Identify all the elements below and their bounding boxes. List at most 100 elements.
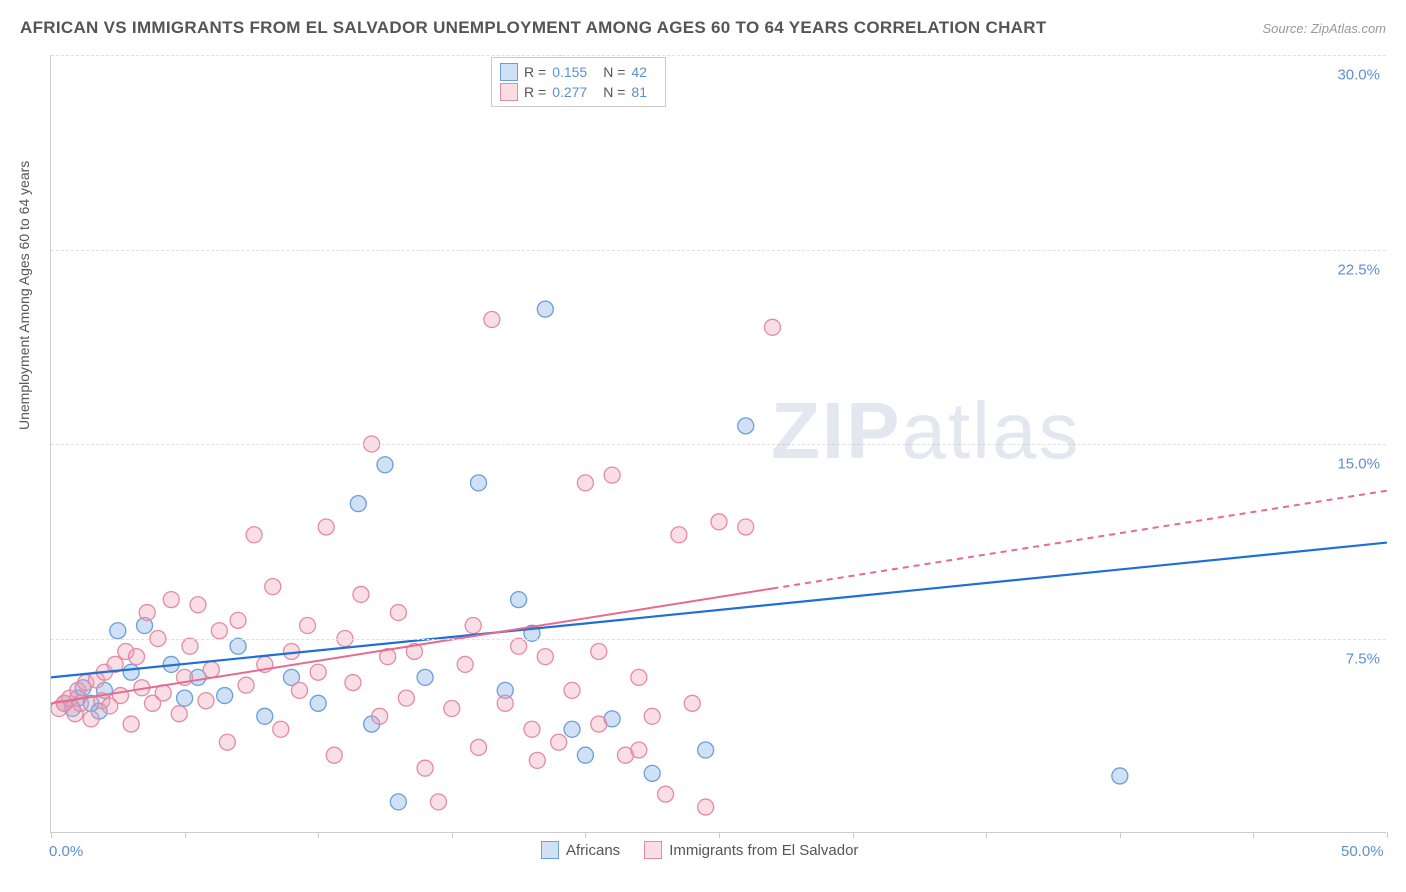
r-label: R =: [524, 64, 546, 80]
data-point-el_salvador: [219, 734, 235, 750]
n-label: N =: [603, 84, 625, 100]
x-tick: [185, 832, 186, 838]
correlation-legend: R = 0.155 N = 42 R = 0.277 N = 81: [491, 57, 666, 107]
series-legend: AfricansImmigrants from El Salvador: [541, 841, 858, 859]
data-point-el_salvador: [300, 618, 316, 634]
data-point-el_salvador: [511, 638, 527, 654]
data-point-el_salvador: [163, 592, 179, 608]
data-point-el_salvador: [698, 799, 714, 815]
data-point-el_salvador: [211, 623, 227, 639]
data-point-el_salvador: [529, 752, 545, 768]
data-point-el_salvador: [524, 721, 540, 737]
data-point-el_salvador: [658, 786, 674, 802]
data-point-el_salvador: [591, 643, 607, 659]
x-tick: [1387, 832, 1388, 838]
x-tick: [719, 832, 720, 838]
data-point-africans: [257, 708, 273, 724]
data-point-el_salvador: [551, 734, 567, 750]
x-tick: [452, 832, 453, 838]
data-point-el_salvador: [631, 669, 647, 685]
data-point-el_salvador: [345, 675, 361, 691]
gridline-h: [51, 444, 1386, 445]
trendline-africans: [51, 543, 1387, 678]
y-axis-label: Unemployment Among Ages 60 to 64 years: [16, 161, 32, 430]
data-point-africans: [537, 301, 553, 317]
y-tick-label: 15.0%: [1337, 456, 1380, 473]
data-point-el_salvador: [372, 708, 388, 724]
data-point-africans: [390, 794, 406, 810]
data-point-el_salvador: [764, 319, 780, 335]
data-point-africans: [698, 742, 714, 758]
data-point-el_salvador: [417, 760, 433, 776]
y-tick-label: 7.5%: [1346, 650, 1380, 667]
data-point-el_salvador: [318, 519, 334, 535]
data-point-africans: [738, 418, 754, 434]
data-point-el_salvador: [684, 695, 700, 711]
legend-label: Africans: [566, 842, 620, 859]
data-point-el_salvador: [353, 586, 369, 602]
r-label: R =: [524, 84, 546, 100]
data-point-el_salvador: [326, 747, 342, 763]
data-point-el_salvador: [182, 638, 198, 654]
y-tick-label: 22.5%: [1337, 261, 1380, 278]
data-point-el_salvador: [457, 656, 473, 672]
data-point-africans: [110, 623, 126, 639]
data-point-el_salvador: [139, 605, 155, 621]
data-point-el_salvador: [564, 682, 580, 698]
gridline-h: [51, 639, 1386, 640]
data-point-el_salvador: [497, 695, 513, 711]
x-tick: [51, 832, 52, 838]
data-point-el_salvador: [171, 706, 187, 722]
x-tick: [986, 832, 987, 838]
data-point-el_salvador: [738, 519, 754, 535]
data-point-el_salvador: [577, 475, 593, 491]
x-tick: [318, 832, 319, 838]
data-point-el_salvador: [671, 527, 687, 543]
r-value: 0.277: [552, 84, 587, 100]
data-point-africans: [1112, 768, 1128, 784]
data-point-el_salvador: [644, 708, 660, 724]
data-point-el_salvador: [465, 618, 481, 634]
data-point-el_salvador: [444, 701, 460, 717]
n-value: 42: [631, 64, 647, 80]
data-point-el_salvador: [190, 597, 206, 613]
x-tick-label: 50.0%: [1341, 843, 1384, 860]
y-tick-label: 30.0%: [1337, 67, 1380, 84]
x-tick: [1253, 832, 1254, 838]
data-point-el_salvador: [203, 662, 219, 678]
data-point-el_salvador: [129, 649, 145, 665]
legend-swatch: [500, 83, 518, 101]
data-point-africans: [310, 695, 326, 711]
x-tick: [1120, 832, 1121, 838]
data-point-africans: [230, 638, 246, 654]
data-point-el_salvador: [265, 579, 281, 595]
data-point-el_salvador: [230, 612, 246, 628]
legend-swatch: [644, 841, 662, 859]
data-point-africans: [471, 475, 487, 491]
data-point-el_salvador: [123, 716, 139, 732]
data-point-el_salvador: [198, 693, 214, 709]
data-point-africans: [123, 664, 139, 680]
legend-row-el_salvador: R = 0.277 N = 81: [500, 82, 657, 102]
data-point-africans: [377, 457, 393, 473]
data-point-el_salvador: [471, 739, 487, 755]
legend-row-africans: R = 0.155 N = 42: [500, 62, 657, 82]
legend-item-africans: Africans: [541, 841, 620, 859]
data-point-el_salvador: [537, 649, 553, 665]
data-point-africans: [417, 669, 433, 685]
data-point-el_salvador: [604, 467, 620, 483]
gridline-h: [51, 55, 1386, 56]
gridline-h: [51, 250, 1386, 251]
data-point-el_salvador: [238, 677, 254, 693]
x-tick-label: 0.0%: [49, 843, 83, 860]
data-point-africans: [564, 721, 580, 737]
n-label: N =: [603, 64, 625, 80]
n-value: 81: [631, 84, 647, 100]
data-point-el_salvador: [390, 605, 406, 621]
data-point-africans: [577, 747, 593, 763]
data-point-africans: [350, 496, 366, 512]
legend-swatch: [500, 63, 518, 81]
r-value: 0.155: [552, 64, 587, 80]
chart-title: AFRICAN VS IMMIGRANTS FROM EL SALVADOR U…: [20, 18, 1047, 38]
source-label: Source: ZipAtlas.com: [1262, 21, 1386, 36]
